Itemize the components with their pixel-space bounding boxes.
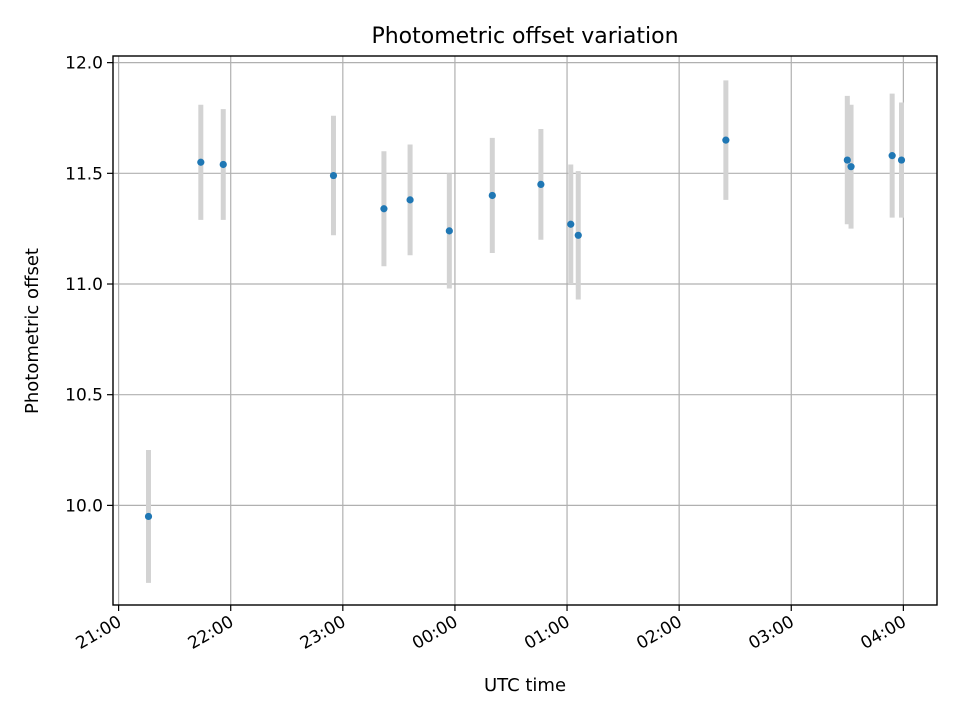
y-tick-label: 11.0 [65, 275, 103, 295]
data-point [897, 156, 906, 164]
data-point [197, 158, 205, 166]
y-axis-label: Photometric offset [22, 248, 43, 414]
data-point [219, 160, 227, 169]
y-tick-label: 11.5 [65, 164, 103, 184]
data-point [843, 156, 851, 164]
data-point [144, 512, 153, 521]
plot-frame [112, 55, 938, 606]
y-tick-label: 12.0 [65, 54, 103, 74]
x-axis-label: UTC time [484, 675, 566, 696]
data-point [722, 136, 730, 144]
data-layer [144, 80, 906, 583]
data-point [888, 152, 896, 160]
data-point [574, 231, 582, 239]
data-point [537, 180, 545, 188]
data-point [445, 227, 453, 235]
chart-title: Photometric offset variation [371, 24, 678, 49]
data-point [847, 163, 855, 171]
y-tick-label: 10.0 [65, 496, 103, 516]
data-point [567, 220, 575, 228]
y-tick-label: 10.5 [65, 386, 103, 406]
data-point [329, 171, 338, 180]
data-point [488, 191, 496, 200]
grid-layer [113, 56, 937, 605]
data-point [380, 205, 388, 213]
data-point [406, 196, 414, 204]
